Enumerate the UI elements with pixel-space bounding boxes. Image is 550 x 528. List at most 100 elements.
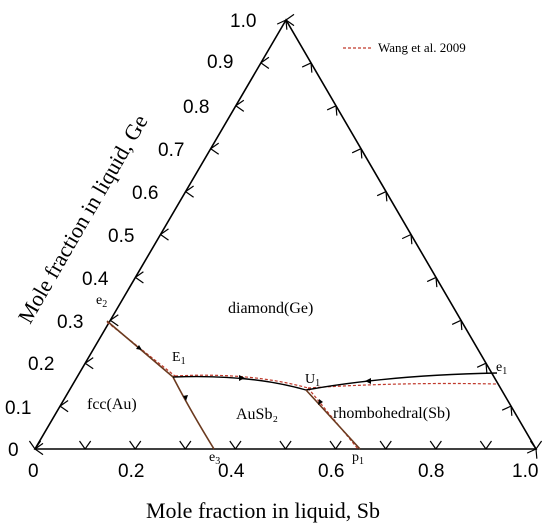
bottom-tick-0-b <box>28 440 36 450</box>
right-tick-4-b <box>435 277 438 288</box>
calc-curve-E1-U1 <box>172 375 307 391</box>
point-U1: U1 <box>305 372 320 389</box>
point-e3: e3 <box>209 450 220 467</box>
left-tick-10-a <box>285 19 295 27</box>
left-tick-3-b <box>109 314 119 321</box>
sb-tick-label-0: 0 <box>28 461 39 482</box>
right-tick-5-a <box>401 233 412 240</box>
right-tick-3-a <box>451 319 462 325</box>
bottom-tick-10-a <box>535 440 543 450</box>
right-tick-10-b <box>285 19 288 30</box>
left-tick-7-b <box>210 142 220 150</box>
left-tick-5-b <box>160 228 169 235</box>
curve-arrows <box>136 345 371 405</box>
exp-curve-E1-U1 <box>174 374 309 389</box>
bottom-tick-0-a <box>34 440 42 450</box>
right-tick-5-b <box>410 234 413 245</box>
bottom-tick-7-a <box>385 440 392 450</box>
right-tick-9-a <box>301 62 312 68</box>
left-tick-7-a <box>210 148 220 155</box>
left-tick-0-a <box>34 448 44 456</box>
right-tick-3-b <box>460 320 463 331</box>
bottom-tick-8-a <box>435 440 442 450</box>
right-tick-0-b <box>535 448 538 459</box>
left-tick-2-b <box>84 357 94 364</box>
calc-curve-U1-p1 <box>305 389 361 450</box>
region-diamond: diamond(Ge) <box>228 300 313 317</box>
ge-tick-label-6: 0.6 <box>132 183 158 204</box>
bottom-tick-9-b <box>479 440 487 450</box>
point-e1: e1 <box>496 360 507 377</box>
calc-curve-U1-e1 <box>305 372 498 391</box>
right-tick-4-a <box>426 276 437 283</box>
region-fcc: fcc(Au) <box>87 396 137 413</box>
tick-marks <box>28 13 543 459</box>
right-tick-2-a <box>476 362 487 368</box>
left-tick-1-b <box>59 400 69 407</box>
left-tick-3-a <box>109 319 119 327</box>
ge-tick-label-0: 0 <box>8 440 19 461</box>
left-tick-8-a <box>235 105 245 112</box>
exp-curve-e2-E1 <box>106 321 176 377</box>
bottom-tick-9-a <box>485 440 492 450</box>
right-tick-6-b <box>385 191 388 202</box>
bottom-tick-4-a <box>234 440 242 450</box>
bottom-tick-8-b <box>429 440 437 450</box>
sb-tick-label-1: 0.2 <box>118 461 144 482</box>
bottom-tick-3-b <box>179 440 186 450</box>
region-rhombohedral: rhombohedral(Sb) <box>333 405 450 422</box>
arrow-E1-U1 <box>239 375 245 381</box>
arrow-U1-e1 <box>365 378 371 384</box>
ge-tick-label-9: 0.9 <box>207 52 233 73</box>
ge-tick-label-5: 0.5 <box>108 226 134 247</box>
left-tick-6-a <box>185 191 194 198</box>
ge-tick-label-1: 0.1 <box>5 398 31 419</box>
ge-tick-label-4: 0.4 <box>82 269 109 290</box>
ge-tick-label-10: 1.0 <box>230 11 256 32</box>
legend-label: Wang et al. 2009 <box>378 40 466 55</box>
right-tick-1-b <box>510 406 513 416</box>
point-E1: E1 <box>172 350 186 367</box>
point-p1: p1 <box>352 450 364 467</box>
sb-tick-label-4: 0.8 <box>418 461 444 482</box>
sb-axis-title: Mole fraction in liquid, Sb <box>146 498 380 523</box>
bottom-tick-2-b <box>129 440 136 450</box>
bottom-tick-4-b <box>229 440 236 450</box>
left-tick-9-b <box>260 56 270 64</box>
bottom-tick-3-a <box>184 440 192 450</box>
right-tick-2-b <box>485 363 488 373</box>
left-tick-4-a <box>135 276 144 284</box>
arrow-E1-e3 <box>183 395 188 401</box>
point-e2: e2 <box>96 293 107 310</box>
bottom-tick-5-a <box>285 440 292 450</box>
right-tick-0-a <box>526 448 537 454</box>
right-tick-8-a <box>326 105 337 111</box>
bottom-tick-6-a <box>335 440 342 450</box>
bottom-tick-1-a <box>84 440 92 450</box>
ge-tick-label-2: 0.2 <box>28 354 54 375</box>
left-tick-8-b <box>235 99 245 107</box>
left-tick-6-b <box>185 185 194 193</box>
region-ausb2: AuSb₂ <box>236 406 278 423</box>
left-tick-10-b <box>285 13 295 21</box>
sb-tick-label-3: 0.6 <box>318 461 344 482</box>
bottom-tick-10-b <box>529 440 537 450</box>
sb-tick-label-5: 1.0 <box>512 461 538 482</box>
left-tick-2-a <box>84 362 94 370</box>
ge-tick-label-3: 0.3 <box>57 312 83 333</box>
arrow-e2-E1 <box>136 345 142 350</box>
right-tick-10-a <box>276 19 287 25</box>
sb-tick-label-2: 0.4 <box>218 461 245 482</box>
bottom-tick-6-b <box>329 440 337 450</box>
bottom-tick-1-b <box>79 440 86 450</box>
right-tick-6-a <box>376 191 387 197</box>
ge-tick-label-8: 0.8 <box>183 97 209 118</box>
right-tick-7-b <box>360 148 363 159</box>
left-tick-4-b <box>135 271 144 278</box>
right-tick-9-b <box>310 62 313 73</box>
left-tick-9-a <box>260 62 270 69</box>
right-tick-7-a <box>351 148 362 154</box>
ge-tick-label-7: 0.7 <box>158 140 184 161</box>
bottom-tick-2-a <box>134 440 142 450</box>
